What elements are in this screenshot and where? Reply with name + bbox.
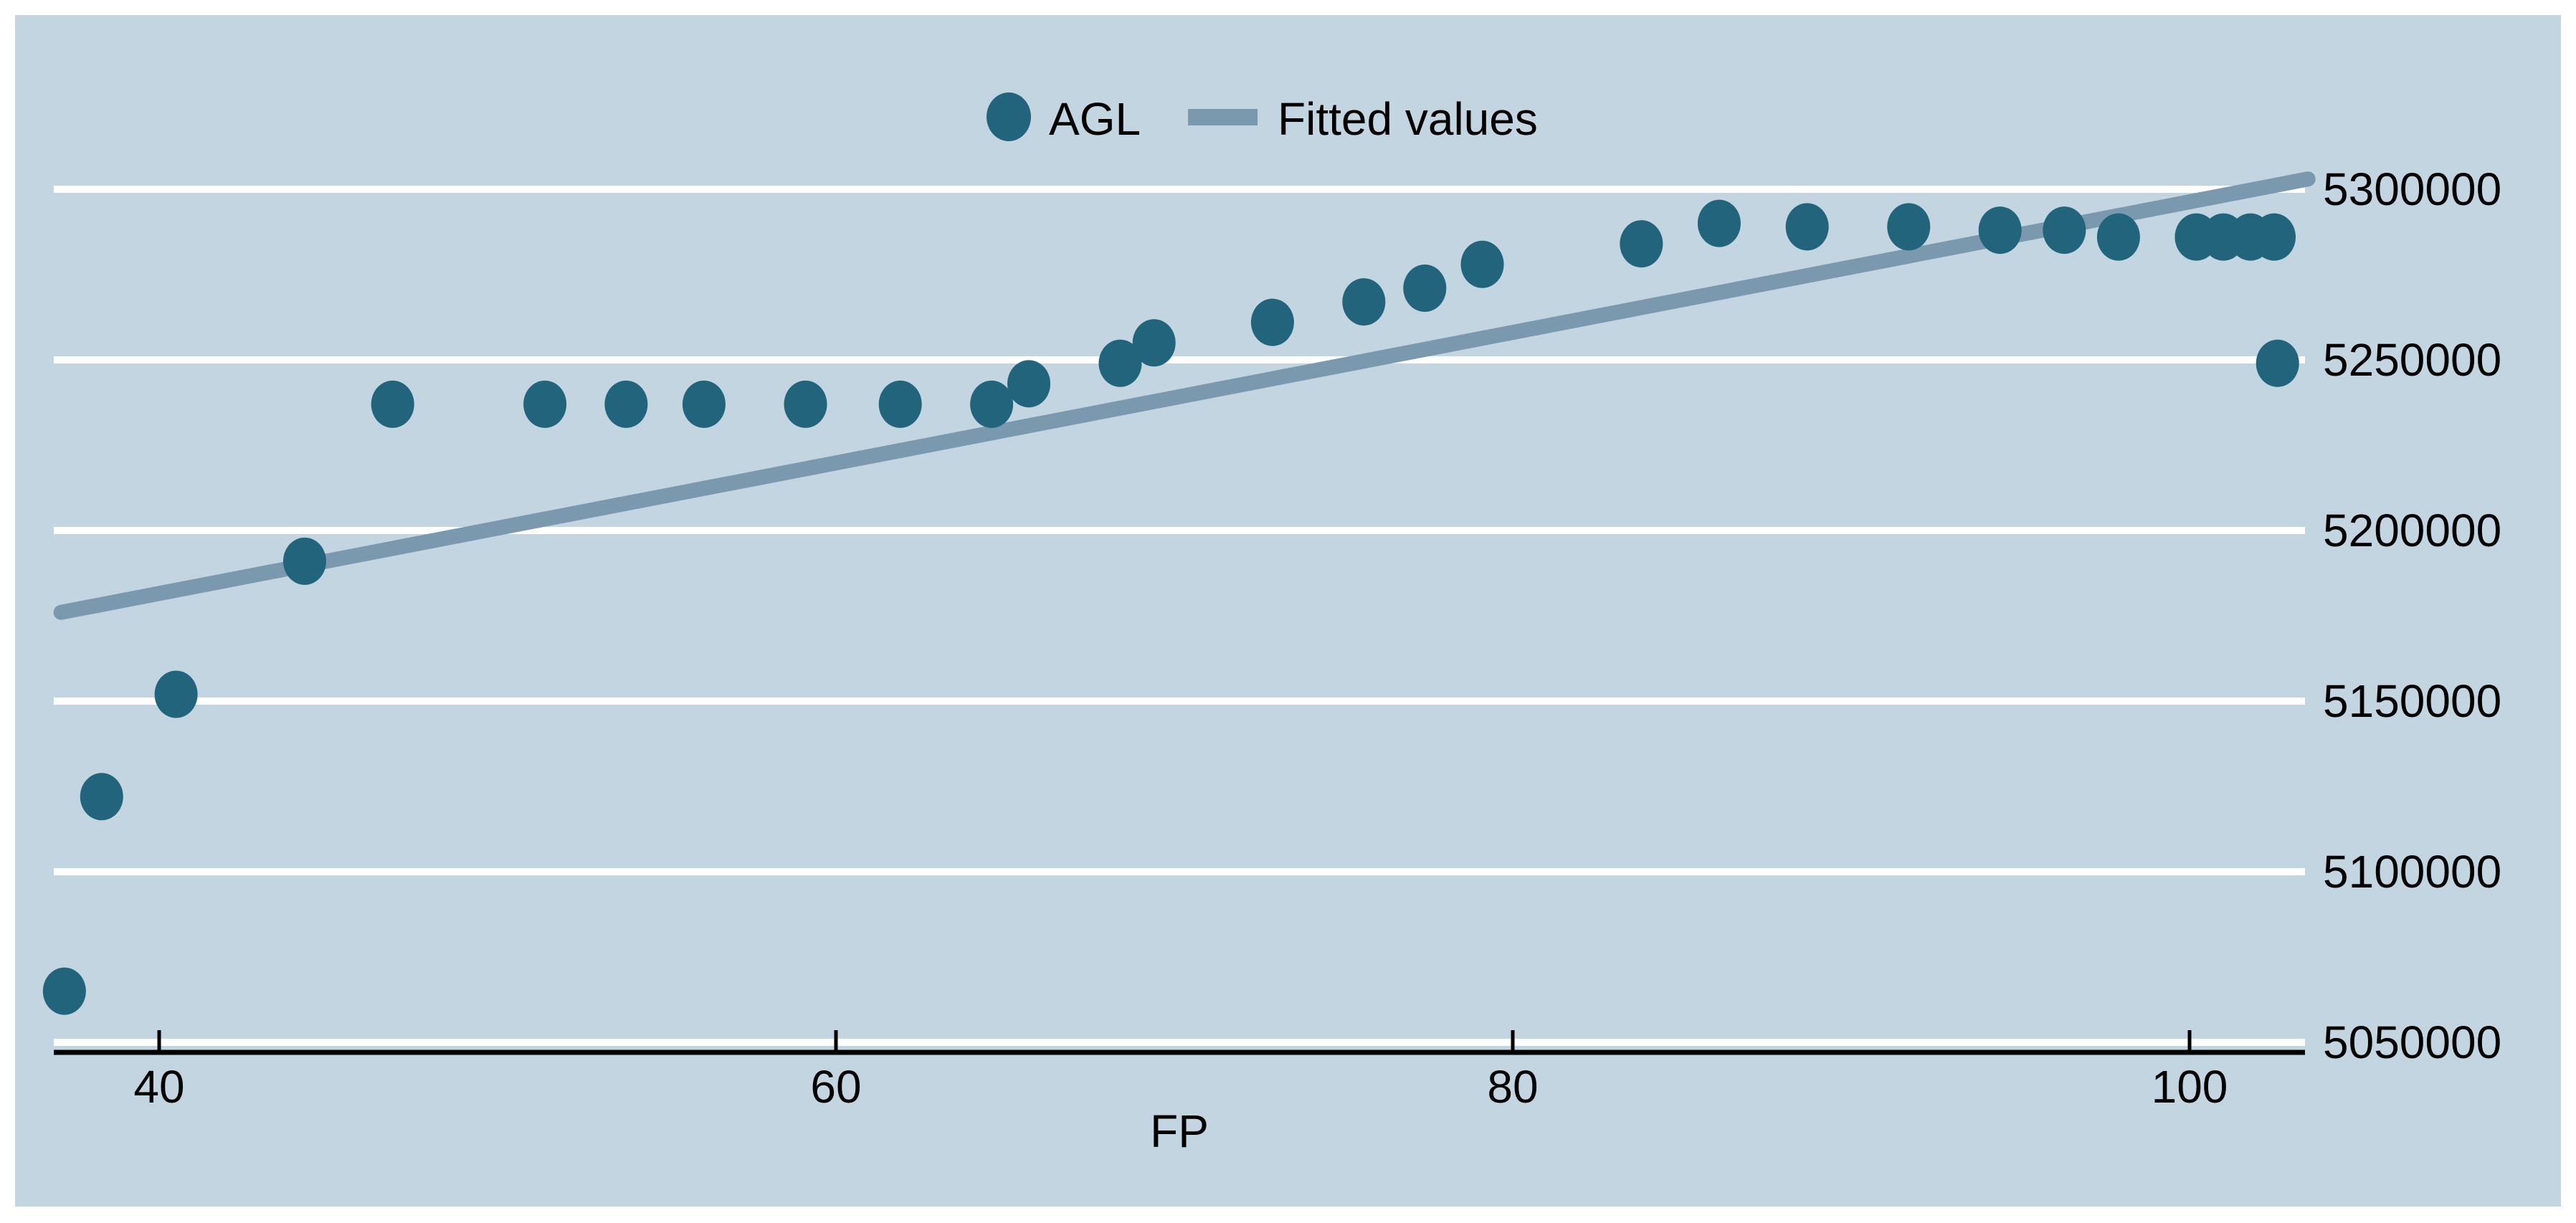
scatter-point xyxy=(1887,203,1931,251)
fitted-line-layer xyxy=(53,171,2316,620)
y-tick-labels: 5050000 5100000 5150000 5200000 5250000 53000… xyxy=(2323,163,2501,1068)
scatter-point xyxy=(1403,265,1447,313)
scatter-point xyxy=(154,670,198,718)
scatter-point xyxy=(80,773,123,821)
y-tick-label: 5050000 xyxy=(2323,1017,2501,1068)
legend-label-agl: AGL xyxy=(1049,93,1141,145)
scatter-points-layer xyxy=(42,199,2299,1015)
scatter-point xyxy=(1098,339,1142,387)
scatter-point xyxy=(1460,240,1504,288)
x-tick-label: 60 xyxy=(810,1061,861,1113)
x-tick-label: 40 xyxy=(133,1061,184,1113)
scatter-point xyxy=(2096,213,2140,261)
x-tick-labels: 40 60 80 100 xyxy=(133,1061,2228,1113)
scatter-point xyxy=(1785,203,1829,251)
legend-line-swatch-icon xyxy=(1188,109,1258,125)
scatter-point xyxy=(42,967,86,1015)
x-axis xyxy=(54,1030,2305,1055)
scatter-point xyxy=(523,380,567,428)
scatter-point xyxy=(878,380,922,428)
scatter-point xyxy=(2253,213,2296,261)
x-tick-label: 100 xyxy=(2152,1061,2228,1113)
y-tick-label: 5150000 xyxy=(2323,675,2501,727)
y-tick-label: 5100000 xyxy=(2323,846,2501,898)
scatter-point xyxy=(1978,206,2022,254)
x-axis-title: FP xyxy=(1150,1105,1209,1157)
legend-label-fitted-values: Fitted values xyxy=(1278,93,1538,145)
gridlines xyxy=(54,186,2305,1046)
fitted-values-line xyxy=(53,171,2316,620)
scatter-point xyxy=(682,380,726,428)
x-tick-label: 80 xyxy=(1487,1061,1538,1113)
scatter-point xyxy=(282,537,326,585)
legend-marker-dot-icon xyxy=(987,92,1031,141)
scatter-point xyxy=(604,380,648,428)
y-tick-label: 5200000 xyxy=(2323,505,2501,556)
scatter-point xyxy=(2256,339,2299,387)
y-tick-label: 5250000 xyxy=(2323,334,2501,386)
scatter-point xyxy=(1250,298,1294,346)
scatter-point xyxy=(1007,360,1051,408)
legend: AGL Fitted values xyxy=(987,92,1538,145)
scatter-point xyxy=(1620,220,1663,268)
scatter-point xyxy=(970,380,1014,428)
scatter-point xyxy=(784,380,827,428)
scatter-point xyxy=(2043,206,2086,254)
scatter-point xyxy=(1132,319,1176,367)
scatter-point xyxy=(1697,199,1741,247)
scatter-point xyxy=(1342,278,1386,326)
y-tick-label: 5300000 xyxy=(2323,163,2501,215)
scatter-point xyxy=(371,380,414,428)
